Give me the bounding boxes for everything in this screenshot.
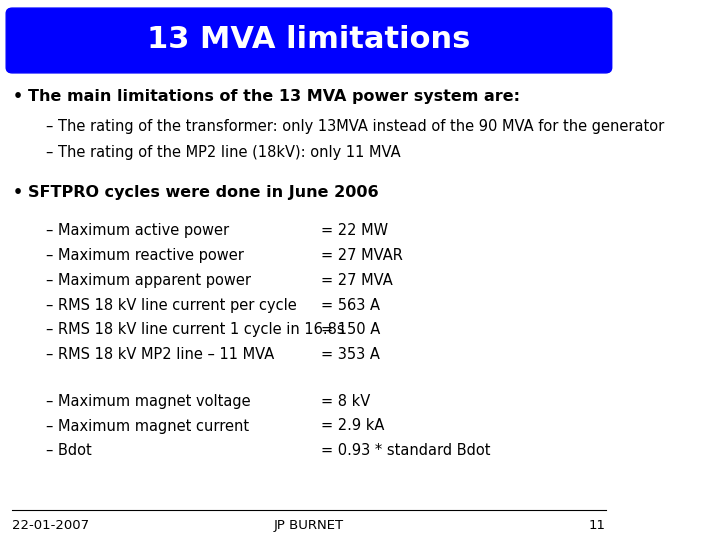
Text: – Maximum reactive power: – Maximum reactive power xyxy=(46,248,244,263)
Text: – The rating of the MP2 line (18kV): only 11 MVA: – The rating of the MP2 line (18kV): onl… xyxy=(46,145,401,160)
Text: •: • xyxy=(12,185,22,200)
Text: = 0.93 * standard Bdot: = 0.93 * standard Bdot xyxy=(321,443,491,458)
Text: – Maximum active power: – Maximum active power xyxy=(46,223,230,238)
Text: – Bdot: – Bdot xyxy=(46,443,92,458)
Text: The main limitations of the 13 MVA power system are:: The main limitations of the 13 MVA power… xyxy=(28,89,520,104)
Text: – RMS 18 kV line current per cycle: – RMS 18 kV line current per cycle xyxy=(46,298,297,313)
Text: = 353 A: = 353 A xyxy=(321,347,380,362)
Text: 13 MVA limitations: 13 MVA limitations xyxy=(148,25,471,54)
Text: •: • xyxy=(12,89,22,104)
Text: SFTPRO cycles were done in June 2006: SFTPRO cycles were done in June 2006 xyxy=(28,185,379,200)
Text: – The rating of the transformer: only 13MVA instead of the 90 MVA for the genera: – The rating of the transformer: only 13… xyxy=(46,119,665,134)
Text: = 563 A: = 563 A xyxy=(321,298,380,313)
Text: – Maximum magnet current: – Maximum magnet current xyxy=(46,418,249,434)
Text: 22-01-2007: 22-01-2007 xyxy=(12,519,89,532)
Text: JP BURNET: JP BURNET xyxy=(274,519,344,532)
Text: = 2.9 kA: = 2.9 kA xyxy=(321,418,384,434)
Text: – Maximum apparent power: – Maximum apparent power xyxy=(46,273,251,288)
Text: – RMS 18 kV line current 1 cycle in 16.8s: – RMS 18 kV line current 1 cycle in 16.8… xyxy=(46,322,345,338)
Text: = 8 kV: = 8 kV xyxy=(321,394,371,409)
Text: = 27 MVAR: = 27 MVAR xyxy=(321,248,403,263)
Text: – Maximum magnet voltage: – Maximum magnet voltage xyxy=(46,394,251,409)
Text: = 150 A: = 150 A xyxy=(321,322,381,338)
Text: – RMS 18 kV MP2 line – 11 MVA: – RMS 18 kV MP2 line – 11 MVA xyxy=(46,347,274,362)
FancyBboxPatch shape xyxy=(6,8,612,73)
Text: = 27 MVA: = 27 MVA xyxy=(321,273,393,288)
Text: 11: 11 xyxy=(588,519,606,532)
Text: = 22 MW: = 22 MW xyxy=(321,223,388,238)
